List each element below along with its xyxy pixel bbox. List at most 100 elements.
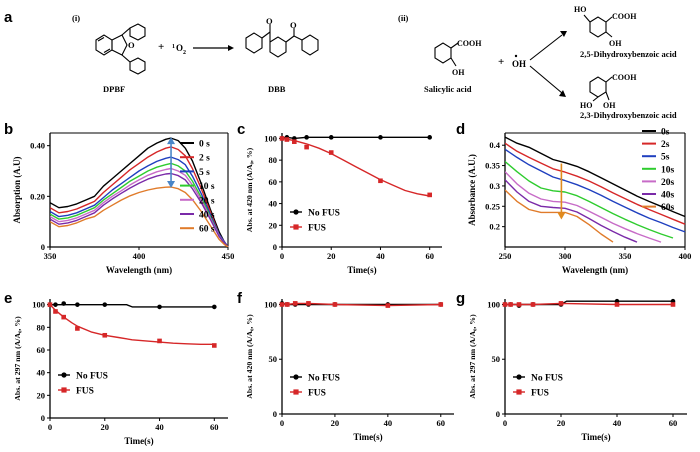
y-tick-label: 0 bbox=[41, 413, 45, 423]
y-tick-label: 50 bbox=[492, 354, 501, 364]
data-point bbox=[212, 304, 217, 310]
legend-label: FUS bbox=[308, 389, 326, 399]
y-tick-label: 0.25 bbox=[485, 201, 500, 211]
series-0s bbox=[505, 136, 686, 218]
series-no-fus bbox=[282, 136, 430, 140]
series-line bbox=[505, 136, 686, 218]
radical-dot bbox=[514, 54, 518, 58]
series-5s bbox=[505, 148, 686, 233]
data-point bbox=[378, 135, 383, 140]
y-axis-label: Abs. at 297 nm (A/A₀, %) bbox=[468, 314, 477, 399]
y-tick-label: 60 bbox=[269, 177, 278, 187]
data-point bbox=[516, 302, 522, 307]
panel-label-e: e bbox=[4, 290, 12, 307]
y-tick-label: 80 bbox=[269, 155, 278, 165]
data-point bbox=[508, 302, 513, 307]
series-60s bbox=[505, 189, 614, 243]
trend-arrow bbox=[167, 137, 176, 188]
series-line bbox=[505, 160, 674, 239]
legend-label: 60s bbox=[661, 203, 675, 213]
x-tick-label: 20 bbox=[327, 251, 336, 261]
x-tick-label: 60 bbox=[425, 251, 434, 261]
x-tick-label: 250 bbox=[499, 251, 512, 261]
series-fus bbox=[50, 304, 215, 345]
data-point bbox=[61, 314, 66, 320]
data-point bbox=[102, 332, 108, 338]
legend-label: 2s bbox=[661, 140, 670, 150]
x-tick-label: 0 bbox=[280, 418, 284, 428]
legend-label: 5 s bbox=[199, 168, 210, 178]
y-tick-label: 100 bbox=[264, 133, 277, 143]
x-axis-label: Time(s) bbox=[347, 265, 376, 275]
y-axis-label: Abs. at 420 nm (A/A₀, %) bbox=[245, 147, 254, 232]
dhba-25-oh-group: OH bbox=[609, 39, 622, 48]
legend-label: 2 s bbox=[199, 154, 210, 164]
data-point bbox=[427, 135, 432, 140]
series-no-fus bbox=[50, 304, 215, 308]
dhba-23-label: 2,3-Dihydroxybenzoic acid bbox=[580, 110, 677, 120]
y-tick-label: 40 bbox=[269, 199, 278, 209]
y-tick-label: 20 bbox=[37, 390, 46, 400]
panel-label-a: a bbox=[4, 9, 13, 26]
panel-label-g: g bbox=[456, 290, 465, 307]
dbb-label: DBB bbox=[268, 84, 286, 94]
data-point bbox=[385, 303, 391, 308]
plus-sign-ii: + bbox=[498, 56, 504, 68]
x-tick-label: 0 bbox=[280, 251, 284, 261]
y-tick-label: 0.4 bbox=[489, 140, 500, 150]
legend-label: 20s bbox=[661, 178, 675, 188]
dpbf-structure bbox=[95, 23, 146, 75]
series-line bbox=[50, 167, 229, 247]
series-line bbox=[50, 137, 229, 247]
series-line bbox=[50, 304, 215, 308]
y-tick-label: 0 bbox=[273, 242, 277, 252]
series-line bbox=[282, 137, 430, 197]
series-10s bbox=[505, 160, 674, 239]
data-point bbox=[304, 135, 309, 140]
data-point bbox=[328, 150, 334, 155]
data-point bbox=[292, 139, 297, 144]
y-tick-label: 0.2 bbox=[489, 222, 500, 232]
panel-label-d: d bbox=[456, 121, 465, 138]
data-point bbox=[614, 302, 620, 307]
x-tick-label: 60 bbox=[669, 418, 678, 428]
salicylic-acid-label: Salicylic acid bbox=[424, 84, 472, 94]
y-tick-label: 50 bbox=[269, 354, 278, 364]
legend-marker bbox=[61, 387, 67, 393]
reaction-arrow-i bbox=[193, 45, 234, 51]
series-line bbox=[505, 179, 638, 243]
dbb-oxygen-atom-2: O bbox=[290, 20, 297, 30]
y-tick-label: 0 bbox=[496, 409, 500, 419]
data-point bbox=[279, 302, 285, 307]
dhba-23-cooh-group: COOH bbox=[612, 73, 637, 82]
series-60-s bbox=[50, 186, 229, 247]
series-line bbox=[505, 142, 686, 225]
series-40s bbox=[505, 179, 638, 243]
data-point bbox=[332, 302, 338, 307]
series-0-s bbox=[50, 137, 229, 247]
data-point bbox=[53, 302, 58, 307]
legend-marker bbox=[293, 389, 299, 395]
y-tick-label: 0.3 bbox=[489, 181, 500, 191]
data-point bbox=[157, 304, 162, 310]
legend-label: 40s bbox=[661, 191, 675, 201]
reaction-ii-label: (ii) bbox=[398, 13, 409, 23]
y-tick-label: 40 bbox=[37, 368, 46, 378]
data-point bbox=[530, 302, 536, 307]
dbb-structure bbox=[245, 24, 319, 58]
salicylic-cooh-group: COOH bbox=[457, 39, 482, 48]
data-point bbox=[558, 301, 564, 306]
x-axis-label: Time(s) bbox=[581, 432, 610, 442]
data-point bbox=[438, 302, 444, 307]
x-tick-label: 20 bbox=[101, 422, 110, 432]
legend-marker bbox=[516, 374, 522, 380]
dhba-23-oh-group: OH bbox=[603, 101, 616, 110]
data-point bbox=[328, 135, 334, 140]
y-axis-label: Absorbance (A.U.) bbox=[467, 154, 477, 226]
legend-marker bbox=[293, 374, 299, 380]
legend-marker bbox=[516, 389, 522, 395]
legend-label: 60 s bbox=[199, 225, 215, 235]
x-tick-label: 400 bbox=[133, 251, 146, 261]
x-tick-label: 350 bbox=[44, 251, 57, 261]
